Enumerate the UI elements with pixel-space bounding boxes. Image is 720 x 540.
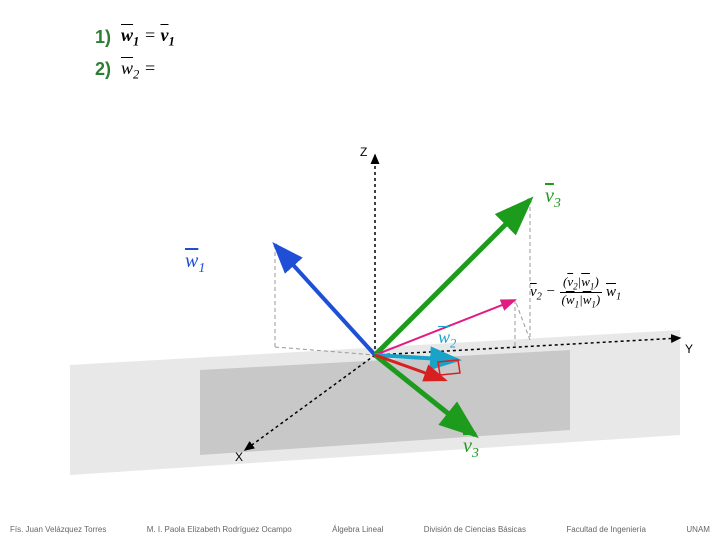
eq2-num: 2)	[95, 59, 111, 80]
eq1-num: 1)	[95, 27, 111, 48]
w2-label: w2	[438, 327, 456, 352]
vector-diagram: Z Y Xw1 v3 w2 v3 v2 − (v2|w1)(w1|w1) w1	[40, 135, 700, 475]
equation-2: 2) w2 =	[95, 58, 175, 83]
footer-dept: División de Ciencias Básicas	[424, 525, 526, 534]
y-label: Y	[685, 342, 693, 356]
footer: Fís. Juan Velázquez Torres M. I. Paola E…	[0, 525, 720, 534]
footer-uni: UNAM	[686, 525, 710, 534]
equations-block: 1) w1 = v1 2) w2 =	[95, 25, 175, 90]
v3d-label: v3	[463, 435, 479, 462]
footer-course: Álgebra Lineal	[332, 525, 383, 534]
z-label: Z	[360, 145, 367, 159]
v3-label: v3	[545, 185, 561, 212]
footer-author1: Fís. Juan Velázquez Torres	[10, 525, 106, 534]
footer-author2: M. I. Paola Elizabeth Rodríguez Ocampo	[147, 525, 292, 534]
eq2-body: w2 =	[121, 58, 156, 83]
w1-label: w1	[185, 250, 205, 277]
footer-faculty: Facultad de Ingeniería	[566, 525, 646, 534]
projection-formula: v2 − (v2|w1)(w1|w1) w1	[530, 275, 621, 309]
equation-1: 1) w1 = v1	[95, 25, 175, 50]
eq1-body: w1 = v1	[121, 25, 175, 50]
x-label: X	[235, 450, 243, 464]
